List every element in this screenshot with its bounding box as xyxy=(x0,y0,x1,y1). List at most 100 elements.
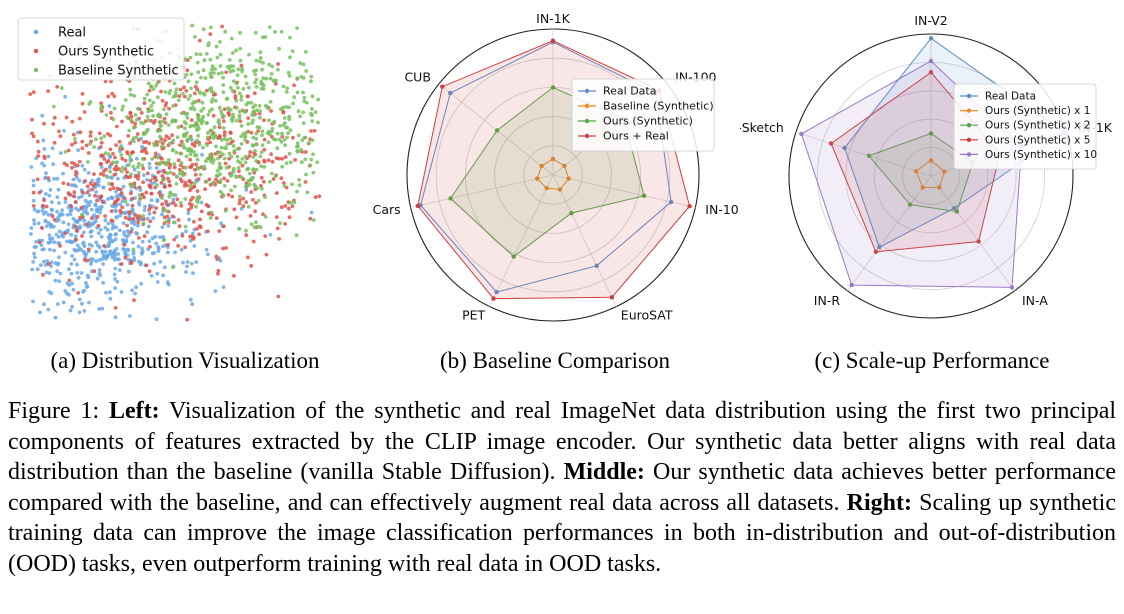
scatter-point xyxy=(270,171,274,176)
scatter-point xyxy=(179,151,184,156)
scatter-point xyxy=(41,272,45,277)
scatter-point xyxy=(165,171,170,176)
scatter-point xyxy=(95,214,100,219)
scatter-point xyxy=(136,106,140,111)
scatter-point xyxy=(238,58,243,63)
scatter-point xyxy=(72,183,76,188)
scatter-point xyxy=(32,222,37,226)
scatter-point xyxy=(85,222,89,227)
radar-point xyxy=(569,210,574,216)
scatter-point xyxy=(166,202,171,207)
scatter-point xyxy=(222,133,227,138)
scatter-point xyxy=(33,255,37,260)
scatter-point xyxy=(197,232,202,237)
scatter-point xyxy=(142,234,147,239)
axis-label: IN-V2 xyxy=(914,13,947,28)
scatter-point xyxy=(59,86,64,90)
scatter-point xyxy=(260,186,264,191)
scatter-point xyxy=(148,178,153,183)
scatter-point xyxy=(304,50,308,54)
scatter-point xyxy=(147,166,152,170)
legend-marker xyxy=(966,137,972,142)
scatter-point xyxy=(121,184,126,189)
radar-polygon xyxy=(915,159,946,188)
scatter-point xyxy=(134,135,139,140)
scatter-point xyxy=(86,171,91,175)
scatter-point xyxy=(115,279,120,284)
scatter-point xyxy=(240,66,245,71)
scatter-point xyxy=(65,239,69,244)
scatter-point xyxy=(145,114,150,119)
scatter-point xyxy=(316,120,320,125)
scatter-point xyxy=(46,262,51,266)
scatter-point xyxy=(171,138,176,143)
scatter-point xyxy=(201,106,206,111)
scatter-point xyxy=(251,239,256,244)
scatter-point xyxy=(115,186,120,191)
scatter-point xyxy=(284,161,289,166)
scatter-point xyxy=(251,135,256,140)
scatter-point xyxy=(73,173,78,177)
scatter-point xyxy=(240,163,245,168)
scatter-point xyxy=(171,94,176,99)
scatter-point xyxy=(196,133,201,138)
scatter-point xyxy=(271,89,276,94)
scatter-point xyxy=(191,231,195,236)
scatter-point xyxy=(158,259,163,264)
scatter-point xyxy=(50,214,55,219)
scatter-point xyxy=(218,258,223,263)
scatter-point xyxy=(266,158,271,163)
scatter-point xyxy=(132,93,137,98)
scatter-point xyxy=(223,161,228,166)
scatter-point xyxy=(210,181,215,186)
scatter-point xyxy=(234,215,239,220)
scatter-point xyxy=(300,138,305,143)
scatter-point xyxy=(148,184,152,189)
scatter-point xyxy=(88,181,93,186)
scatter-point xyxy=(142,96,147,101)
scatter-point xyxy=(186,207,191,212)
scatter-point xyxy=(285,125,289,130)
scatter-point xyxy=(249,264,254,268)
scatter-point xyxy=(32,218,36,223)
scatter-point xyxy=(61,181,66,186)
scatter-point xyxy=(83,254,88,259)
caption-right-text: Scaling up synthetic training data can i… xyxy=(8,489,1117,577)
scatter-point xyxy=(66,191,71,195)
scatter-point xyxy=(141,173,146,178)
radar-point xyxy=(550,38,556,43)
scatter-point xyxy=(77,116,82,121)
scatter-point xyxy=(80,212,85,217)
scatter-point xyxy=(179,203,184,208)
scatter-point xyxy=(153,175,158,180)
scatter-point xyxy=(75,243,80,248)
scatter-point xyxy=(177,94,182,98)
scatter-point xyxy=(36,149,41,154)
scatter-point xyxy=(174,182,179,186)
scatter-legend: Real Ours Synthetic Baseline Synthetic xyxy=(17,17,185,81)
scatter-point xyxy=(136,244,141,249)
caption-middle-text: Our synthetic data achieves better perfo… xyxy=(8,459,1116,516)
scatter-point xyxy=(175,197,180,202)
scatter-point xyxy=(92,269,97,274)
scatter-point xyxy=(222,114,226,119)
scatter-point xyxy=(119,192,124,196)
scatter-point xyxy=(118,187,123,192)
scatter-point xyxy=(93,181,97,186)
scatter-point xyxy=(292,200,297,205)
scatter-point xyxy=(117,139,122,144)
scatter-point xyxy=(275,131,280,136)
scatter-point xyxy=(81,230,86,235)
scatter-point xyxy=(170,133,175,138)
scatter-point xyxy=(110,255,115,260)
scatter-point xyxy=(148,244,152,249)
scatter-point xyxy=(126,217,131,222)
scatter-point xyxy=(231,169,236,174)
scatter-point xyxy=(228,131,233,136)
scatter-point xyxy=(217,134,222,138)
scatter-point xyxy=(222,156,227,161)
radar-point xyxy=(550,85,556,90)
scatter-point xyxy=(163,185,167,189)
radar-point xyxy=(866,153,872,158)
scatter-point xyxy=(156,170,161,175)
